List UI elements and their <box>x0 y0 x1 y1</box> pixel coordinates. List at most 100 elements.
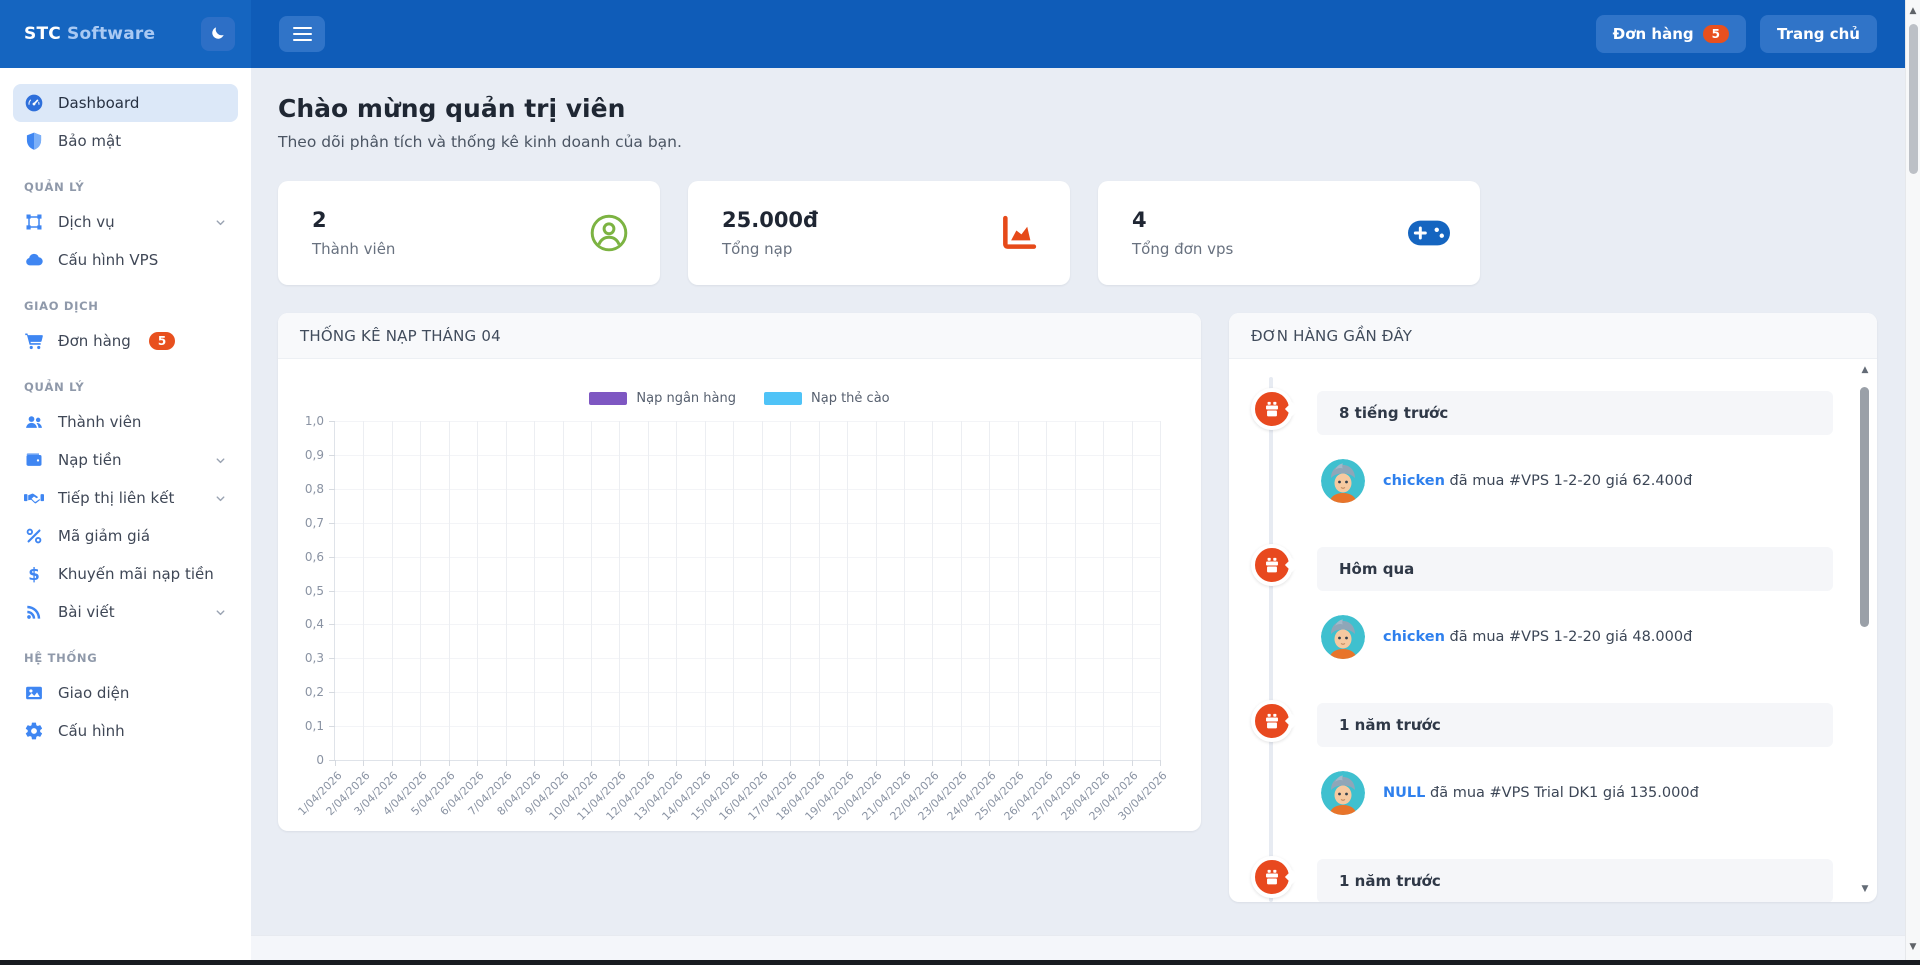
x-gridline <box>506 421 507 760</box>
sidebar-nav: Dashboard Bảo mật QUẢN LÝ Dịch vụCấu hình V… <box>0 68 251 750</box>
sidebar-toggle-button[interactable] <box>279 16 325 52</box>
sidebar-item-label: Dashboard <box>58 94 139 112</box>
sidebar-item-giao-dien[interactable]: Giao diện <box>13 674 238 712</box>
sidebar-item-label: Thành viên <box>58 413 141 431</box>
sidebar-item-khuyen-mai-nap-tien[interactable]: $Khuyến mãi nạp tiền <box>13 555 238 593</box>
x-tick <box>847 760 848 766</box>
x-gridline <box>420 421 421 760</box>
dark-mode-toggle[interactable] <box>201 17 235 51</box>
sidebar-item-dashboard[interactable]: Dashboard <box>13 84 238 122</box>
x-gridline <box>705 421 706 760</box>
sidebar-item-nap-tien[interactable]: Nạp tiền <box>13 441 238 479</box>
sidebar-item-don-hang[interactable]: Đơn hàng5 <box>13 322 238 360</box>
scroll-down-arrow[interactable]: ▼ <box>1858 884 1872 894</box>
home-button-label: Trang chủ <box>1777 25 1860 43</box>
moon-icon <box>210 25 226 44</box>
y-gridline <box>335 624 1160 625</box>
brand-logo: STC Software <box>24 24 155 44</box>
x-tick <box>989 760 990 766</box>
gamepad-icon <box>1408 212 1450 254</box>
order-text: NULL đã mua #VPS Trial DK1 giá 135.000đ <box>1383 785 1699 801</box>
orders-scrollbar-thumb[interactable] <box>1860 387 1869 627</box>
legend-item: Nạp thẻ cào <box>764 391 890 406</box>
sidebar-item-label: Nạp tiền <box>58 451 122 469</box>
handshake-icon <box>24 488 44 508</box>
page-scrollbar: ▲ ▼ <box>1905 0 1920 960</box>
chart-area-icon <box>998 212 1040 254</box>
chevron-down-icon <box>214 606 227 619</box>
y-tick <box>329 557 335 558</box>
y-tick <box>329 421 335 422</box>
users-icon <box>24 412 44 432</box>
sidebar-item-cau-hinh[interactable]: Cấu hình <box>13 712 238 750</box>
order-timeline-marker <box>1251 856 1293 898</box>
sidebar-section-label: QUẢN LÝ <box>13 360 238 403</box>
y-tick <box>329 692 335 693</box>
scroll-up-arrow[interactable]: ▲ <box>1906 6 1920 16</box>
user-circle-icon <box>588 212 630 254</box>
sidebar-item-tiep-thi-lien-ket[interactable]: Tiếp thị liên kết <box>13 479 238 517</box>
brand-primary: STC <box>24 24 61 44</box>
x-gridline <box>534 421 535 760</box>
y-tick <box>329 523 335 524</box>
y-tick-label: 0,5 <box>305 584 324 598</box>
percent-icon <box>24 526 44 546</box>
x-tick <box>1160 760 1161 766</box>
orders-count-badge: 5 <box>1703 25 1729 43</box>
sidebar-item-dich-vu[interactable]: Dịch vụ <box>13 203 238 241</box>
y-gridline <box>335 421 1160 422</box>
x-tick <box>363 760 364 766</box>
order-timeline-marker <box>1251 388 1293 430</box>
y-tick-label: 0,2 <box>305 685 324 699</box>
y-tick-label: 0,6 <box>305 550 324 564</box>
sidebar-item-bai-viet[interactable]: Bài viết <box>13 593 238 631</box>
x-tick <box>733 760 734 766</box>
order-user-link[interactable]: chicken <box>1383 473 1445 489</box>
chart-panel: THỐNG KÊ NẠP THÁNG 04 Nạp ngân hàngNạp t… <box>278 313 1201 831</box>
order-time: 1 năm trước <box>1317 703 1833 747</box>
sidebar-item-label: Khuyến mãi nạp tiền <box>58 565 214 583</box>
orders-scrollbar: ▲ ▼ <box>1858 365 1872 894</box>
order-user-link[interactable]: chicken <box>1383 629 1445 645</box>
stat-card: 4Tổng đơn vps <box>1098 181 1480 285</box>
footer <box>251 935 1905 960</box>
stat-value: 4 <box>1132 208 1233 232</box>
order-time: 8 tiếng trước <box>1317 391 1833 435</box>
sidebar-item-label: Đơn hàng <box>58 332 131 350</box>
legend-swatch <box>764 392 802 405</box>
stat-label: Tổng nạp <box>722 240 818 258</box>
legend-swatch <box>589 392 627 405</box>
x-tick <box>961 760 962 766</box>
home-button[interactable]: Trang chủ <box>1760 15 1877 53</box>
user-avatar <box>1321 771 1365 815</box>
x-gridline <box>819 421 820 760</box>
y-tick <box>329 591 335 592</box>
x-gridline <box>762 421 763 760</box>
scroll-up-arrow[interactable]: ▲ <box>1858 365 1872 375</box>
x-gridline <box>363 421 364 760</box>
sidebar-item-thanh-vien[interactable]: Thành viên <box>13 403 238 441</box>
x-gridline <box>449 421 450 760</box>
order-user-link[interactable]: NULL <box>1383 785 1425 801</box>
gift-box-icon <box>1261 554 1283 576</box>
image-icon <box>24 683 44 703</box>
sidebar-item-cau-hinh-vps[interactable]: Cấu hình VPS <box>13 241 238 279</box>
x-tick <box>335 760 336 766</box>
x-gridline <box>790 421 791 760</box>
page-scrollbar-thumb[interactable] <box>1909 24 1918 174</box>
panels-row: THỐNG KÊ NẠP THÁNG 04 Nạp ngân hàngNạp t… <box>278 313 1905 902</box>
sidebar-item-bao-mat[interactable]: Bảo mật <box>13 122 238 160</box>
y-tick-label: 0,1 <box>305 719 324 733</box>
chevron-down-icon <box>214 216 227 229</box>
y-tick-label: 0,7 <box>305 516 324 530</box>
gift-box-icon <box>1261 710 1283 732</box>
sidebar-item-ma-giam-gia[interactable]: Mã giảm giá <box>13 517 238 555</box>
y-gridline <box>335 726 1160 727</box>
orders-button[interactable]: Đơn hàng 5 <box>1596 15 1746 53</box>
scroll-down-arrow[interactable]: ▼ <box>1906 942 1920 952</box>
chevron-down-icon <box>214 492 227 505</box>
brand-secondary: Software <box>67 24 155 44</box>
x-tick <box>506 760 507 766</box>
x-gridline <box>847 421 848 760</box>
orders-list: 8 tiếng trướcchicken đã mua #VPS 1-2-20 … <box>1229 359 1877 902</box>
